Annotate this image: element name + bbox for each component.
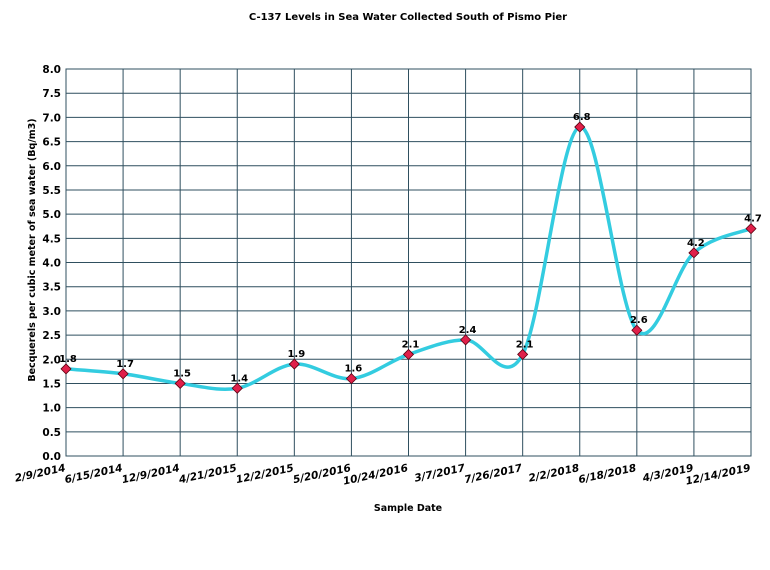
data-label: 2.1 <box>516 339 534 350</box>
x-tick-label: 12/14/2019 <box>684 462 751 487</box>
y-tick-label: 8.0 <box>42 64 61 76</box>
grid <box>65 68 752 457</box>
x-tick-label: 2/2/2018 <box>527 462 580 484</box>
plot-frame <box>65 68 752 457</box>
data-label: 4.2 <box>687 238 705 249</box>
y-axis-title: Becquerels per cubic meter of sea water … <box>27 118 38 381</box>
y-tick-label: 1.5 <box>42 378 61 390</box>
y-tick-label: 4.5 <box>42 233 61 245</box>
y-tick-label: 5.5 <box>42 185 61 197</box>
data-label: 2.1 <box>402 339 420 350</box>
x-tick-label: 2/9/2014 <box>14 462 67 484</box>
y-tick-label: 6.5 <box>42 137 61 149</box>
data-point <box>345 373 357 385</box>
data-markers <box>60 121 757 394</box>
data-point <box>288 358 300 370</box>
data-label: 1.4 <box>230 373 248 384</box>
y-tick-label: 2.5 <box>42 330 61 342</box>
data-label: 4.7 <box>744 214 762 225</box>
y-tick-label: 1.0 <box>42 403 61 415</box>
x-tick-label: 6/18/2018 <box>577 462 637 486</box>
y-tick-label: 7.0 <box>42 112 61 124</box>
data-point <box>688 247 700 259</box>
data-label: 1.9 <box>287 349 305 360</box>
x-tick-label: 10/24/2016 <box>342 462 409 487</box>
chart-title: C-137 Levels in Sea Water Collected Sout… <box>249 12 567 23</box>
x-axis-title: Sample Date <box>374 503 442 514</box>
y-axis-ticks: 0.0 0.5 1.0 1.5 2.0 2.5 3.0 3.5 4.0 4.5 5.0 5.5 6.0 6… <box>42 64 61 463</box>
data-point <box>460 334 472 346</box>
data-label: 1.8 <box>59 354 77 365</box>
x-tick-label: 6/15/2014 <box>64 462 124 486</box>
data-point <box>631 324 643 336</box>
data-point <box>402 348 415 360</box>
x-tick-label: 12/9/2014 <box>121 462 181 486</box>
data-point <box>60 363 72 375</box>
x-tick-label: 12/2/2015 <box>235 462 295 486</box>
data-label: 1.7 <box>116 359 134 370</box>
y-tick-label: 6.0 <box>42 161 61 173</box>
y-tick-label: 0.0 <box>42 451 61 463</box>
y-tick-label: 5.0 <box>42 209 61 221</box>
x-tick-label: 3/7/2017 <box>413 462 467 485</box>
x-tick-label: 4/21/2015 <box>177 462 238 486</box>
y-tick-label: 4.0 <box>42 258 61 270</box>
data-point <box>231 382 243 394</box>
data-label: 6.8 <box>573 112 591 123</box>
data-label: 1.6 <box>345 364 363 375</box>
y-tick-label: 2.0 <box>42 354 61 366</box>
data-labels: 1.8 1.7 1.5 1.4 1.9 1.6 2.1 2.4 2.1 6.8 2.6 4.2 4.7 <box>59 112 762 384</box>
data-point <box>517 348 529 360</box>
y-tick-label: 3.0 <box>42 306 61 318</box>
data-label: 2.4 <box>459 325 477 336</box>
y-tick-label: 7.5 <box>42 88 61 100</box>
x-tick-label: 7/26/2017 <box>463 462 524 486</box>
data-point <box>574 121 586 133</box>
data-label: 1.5 <box>173 368 191 379</box>
data-point <box>117 368 129 380</box>
y-tick-label: 3.5 <box>42 282 61 294</box>
y-tick-label: 0.5 <box>42 427 61 439</box>
data-point <box>174 377 186 390</box>
data-point <box>745 223 757 235</box>
x-axis-ticks: 2/9/20146/15/201412/9/20144/21/201512/2/… <box>14 462 752 488</box>
data-label: 2.6 <box>630 315 648 326</box>
